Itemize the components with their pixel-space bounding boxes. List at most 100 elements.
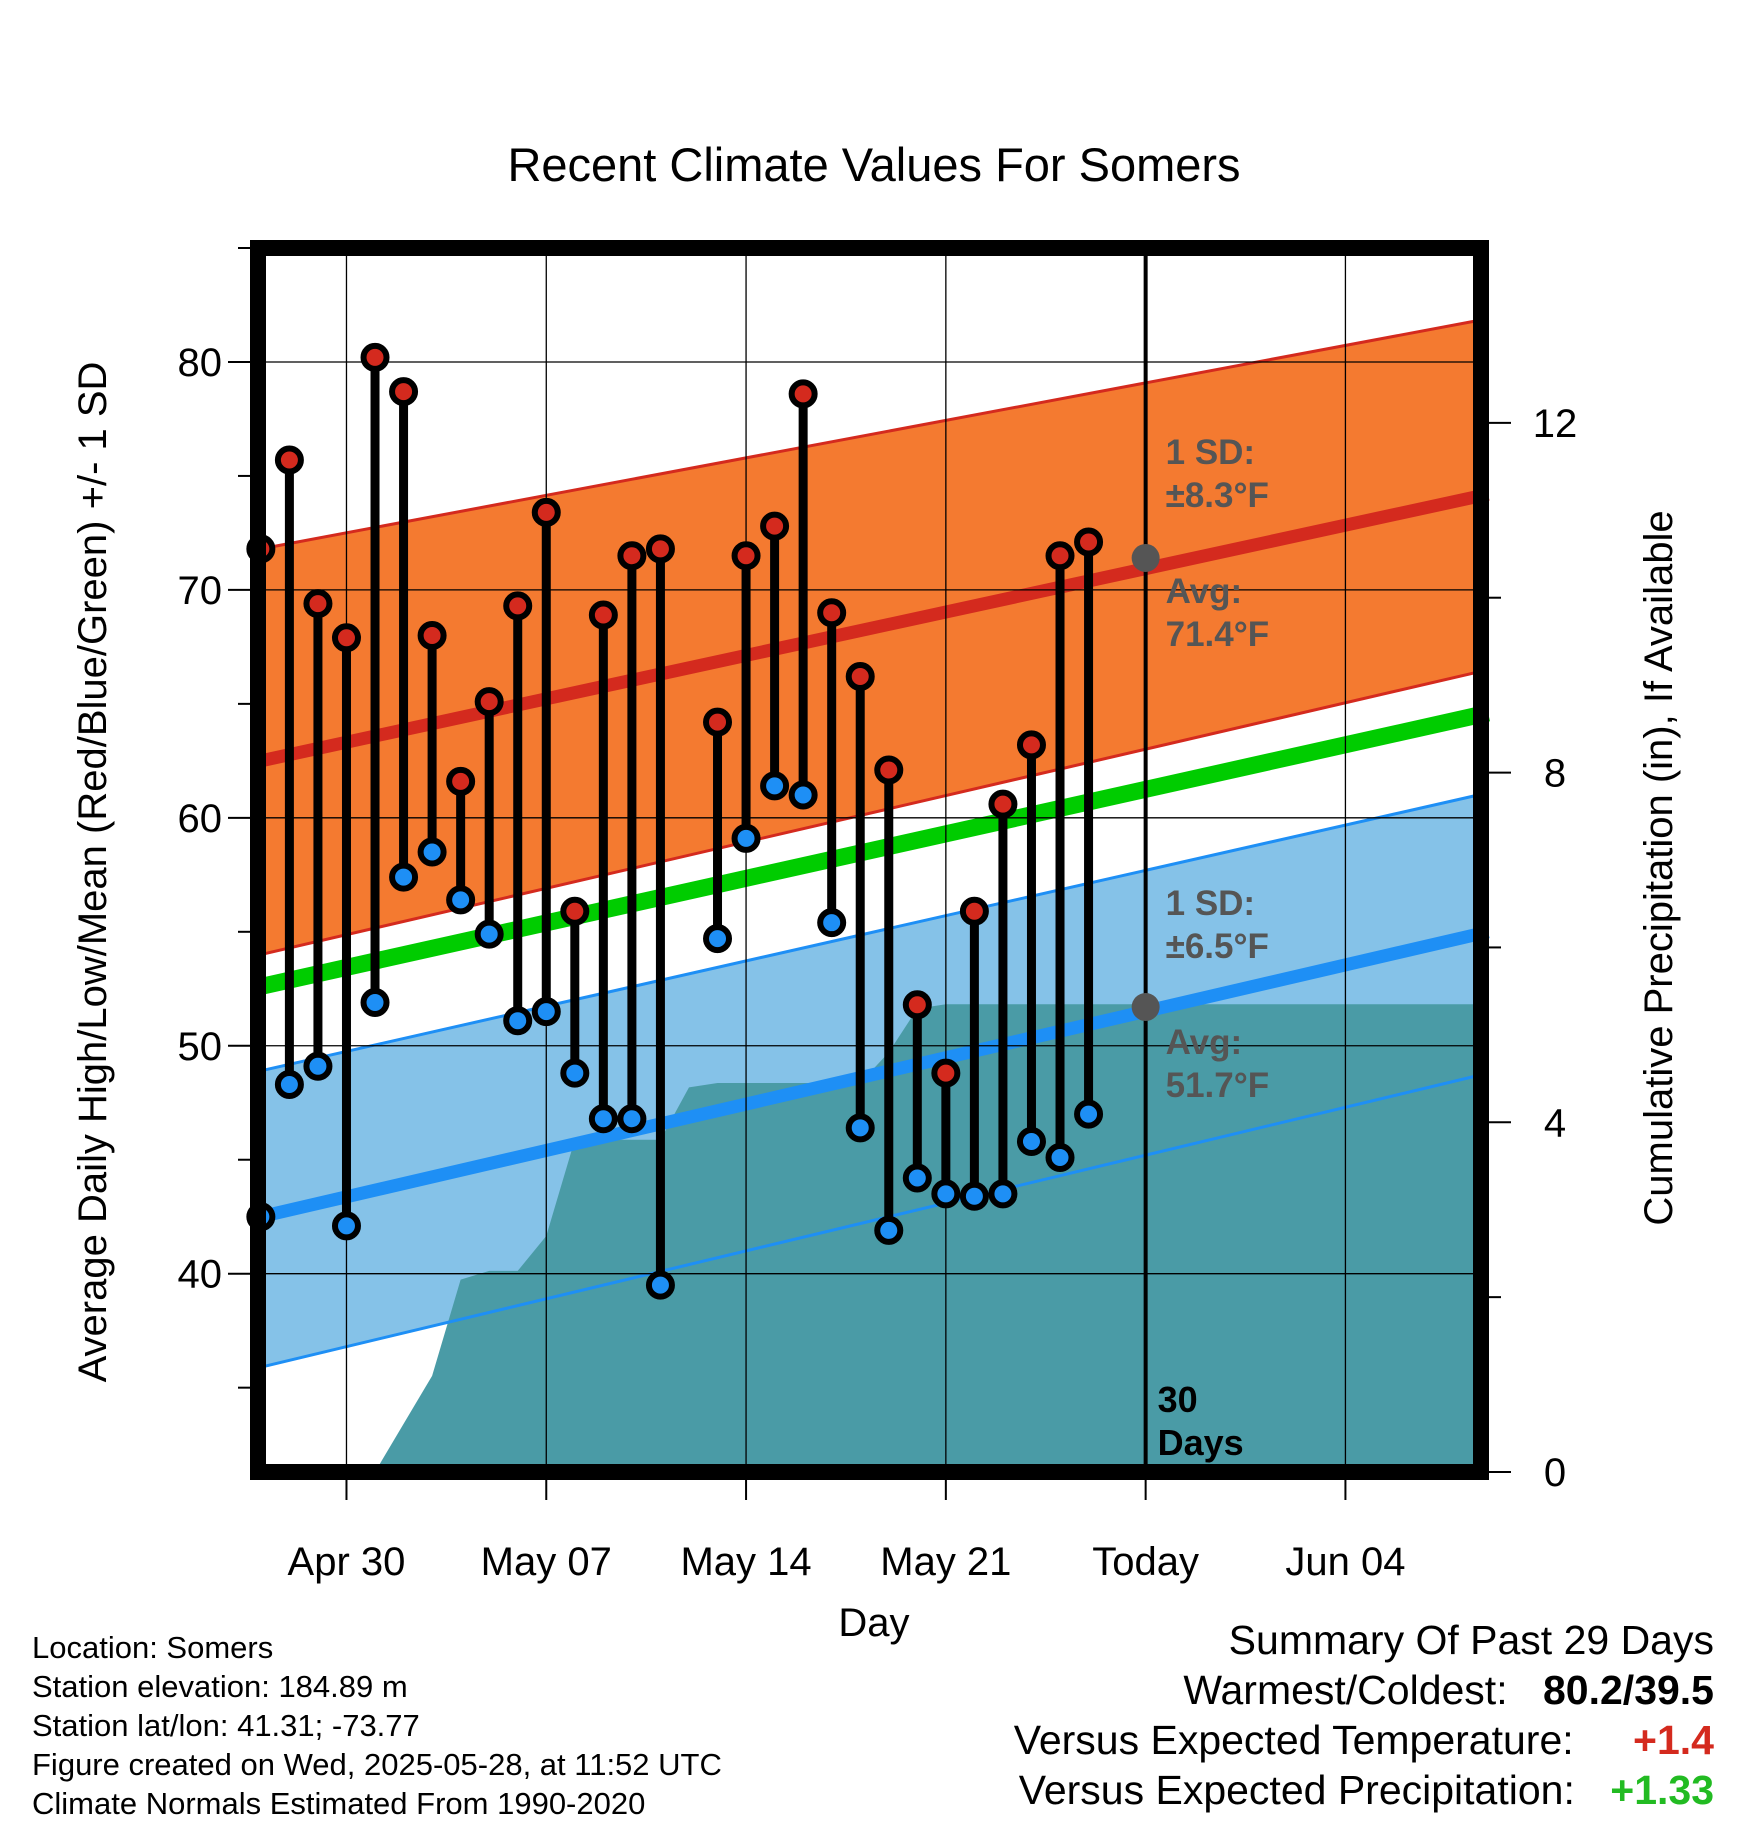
low-upper-line bbox=[260, 791, 1489, 1073]
created-text: Figure created on Wed, 2025-05-28, at 11… bbox=[32, 1747, 722, 1782]
high-point bbox=[817, 598, 847, 628]
station-info: Location: Somers Station elevation: 184.… bbox=[32, 1628, 722, 1823]
temp-anomaly-label: Versus Expected Temperature: bbox=[1013, 1717, 1574, 1763]
y2-tick-label: 12 bbox=[1533, 402, 1578, 446]
low-point bbox=[760, 771, 790, 801]
high-point bbox=[1074, 527, 1104, 557]
days-count-label: 30 bbox=[1158, 1379, 1198, 1420]
location-text: Location: Somers bbox=[32, 1630, 274, 1665]
high-sd-value: ±8.3°F bbox=[1166, 476, 1269, 515]
high-upper-line bbox=[260, 317, 1489, 551]
chart-title: Recent Climate Values For Somers bbox=[507, 138, 1240, 191]
high-point bbox=[331, 623, 361, 653]
high-point bbox=[760, 511, 790, 541]
plot-frame bbox=[250, 240, 1489, 1480]
x-tick-label: May 14 bbox=[680, 1540, 811, 1584]
high-point bbox=[503, 591, 533, 621]
low-point bbox=[1016, 1126, 1046, 1156]
low-point bbox=[788, 780, 818, 810]
high-point bbox=[446, 766, 476, 796]
low-point bbox=[703, 924, 733, 954]
y-tick-label: 60 bbox=[178, 797, 223, 841]
high-point bbox=[1045, 541, 1075, 571]
y2-axis-label: Cumulative Precipitation (in), If Availa… bbox=[1637, 510, 1681, 1225]
high-point bbox=[988, 789, 1018, 819]
low-lower-line bbox=[260, 1071, 1489, 1369]
low-point bbox=[303, 1051, 333, 1081]
high-point bbox=[360, 342, 390, 372]
normals-text: Climate Normals Estimated From 1990-2020 bbox=[32, 1786, 646, 1821]
low-point bbox=[731, 823, 761, 853]
y-tick-label: 50 bbox=[178, 1025, 223, 1069]
high-point bbox=[274, 445, 304, 475]
high-point bbox=[617, 541, 647, 571]
high-avg-label: Avg: bbox=[1166, 572, 1242, 611]
high-point bbox=[874, 755, 904, 785]
x-tick-label: May 07 bbox=[481, 1540, 612, 1584]
plot-area: 1 SD: ±8.3°F Avg: 71.4°F 1 SD: ±6.5°F Avg: 51.7… bbox=[178, 240, 1578, 1584]
high-point bbox=[417, 620, 447, 650]
latlon-text: Station lat/lon: 41.31; -73.77 bbox=[32, 1708, 420, 1743]
high-point bbox=[845, 662, 875, 692]
low-point bbox=[931, 1179, 961, 1209]
x-axis-label: Day bbox=[838, 1601, 909, 1645]
low-point bbox=[417, 837, 447, 867]
low-point bbox=[874, 1215, 904, 1245]
summary-temp: Versus Expected Temperature: +1.4 bbox=[1014, 1715, 1714, 1765]
low-point bbox=[1074, 1099, 1104, 1129]
high-point bbox=[645, 534, 675, 564]
high-avg-value: 71.4°F bbox=[1166, 615, 1270, 654]
low-point bbox=[959, 1181, 989, 1211]
high-point bbox=[788, 379, 818, 409]
low-point bbox=[1045, 1142, 1075, 1172]
high-sd-label: 1 SD: bbox=[1166, 433, 1255, 472]
low-point bbox=[389, 862, 419, 892]
high-point bbox=[731, 541, 761, 571]
low-point bbox=[645, 1270, 675, 1300]
x-tick-label: Today bbox=[1092, 1540, 1199, 1584]
high-point bbox=[902, 990, 932, 1020]
x-tick-label: Apr 30 bbox=[288, 1540, 406, 1584]
high-sd-band bbox=[260, 318, 1489, 955]
high-point bbox=[303, 589, 333, 619]
low-avg-label: Avg: bbox=[1166, 1023, 1242, 1062]
x-tick-label: May 21 bbox=[880, 1540, 1011, 1584]
low-point bbox=[446, 885, 476, 915]
precip-area bbox=[375, 1004, 1482, 1472]
summary-title: Summary Of Past 29 Days bbox=[1228, 1617, 1714, 1663]
warm-cold-value: 80.2/39.5 bbox=[1543, 1667, 1714, 1713]
high-point bbox=[474, 687, 504, 717]
high-point bbox=[588, 600, 618, 630]
low-point bbox=[331, 1211, 361, 1241]
y-tick-label: 70 bbox=[178, 569, 223, 613]
high-point bbox=[931, 1058, 961, 1088]
low-point bbox=[617, 1104, 647, 1134]
y-axis-label: Average Daily High/Low/Mean (Red/Blue/Gr… bbox=[71, 362, 115, 1383]
high-point bbox=[389, 377, 419, 407]
elevation-text: Station elevation: 184.89 m bbox=[32, 1669, 408, 1704]
warm-cold-label: Warmest/Coldest: bbox=[1183, 1667, 1508, 1713]
precip-anomaly-value: +1.33 bbox=[1610, 1767, 1714, 1813]
summary-precip: Versus Expected Precipitation: +1.33 bbox=[1014, 1765, 1714, 1815]
precip-anomaly-label: Versus Expected Precipitation: bbox=[1018, 1767, 1575, 1813]
y-tick-label: 40 bbox=[178, 1253, 223, 1297]
low-point bbox=[588, 1104, 618, 1134]
summary-warm-cold: Warmest/Coldest: 80.2/39.5 bbox=[1014, 1665, 1714, 1715]
low-point bbox=[274, 1070, 304, 1100]
y2-tick-label: 4 bbox=[1544, 1101, 1566, 1145]
y-tick-label: 80 bbox=[178, 341, 223, 385]
high-point bbox=[959, 896, 989, 926]
low-point bbox=[988, 1179, 1018, 1209]
high-point bbox=[531, 497, 561, 527]
high-point bbox=[1016, 730, 1046, 760]
x-tick-label: Jun 04 bbox=[1285, 1540, 1405, 1584]
low-point bbox=[360, 987, 390, 1017]
low-point bbox=[845, 1113, 875, 1143]
y2-tick-label: 0 bbox=[1544, 1451, 1566, 1495]
low-sd-label: 1 SD: bbox=[1166, 884, 1255, 923]
low-avg-today-marker bbox=[1131, 993, 1160, 1022]
temp-anomaly-value: +1.4 bbox=[1633, 1717, 1714, 1763]
high-point bbox=[703, 707, 733, 737]
low-point bbox=[503, 1006, 533, 1036]
